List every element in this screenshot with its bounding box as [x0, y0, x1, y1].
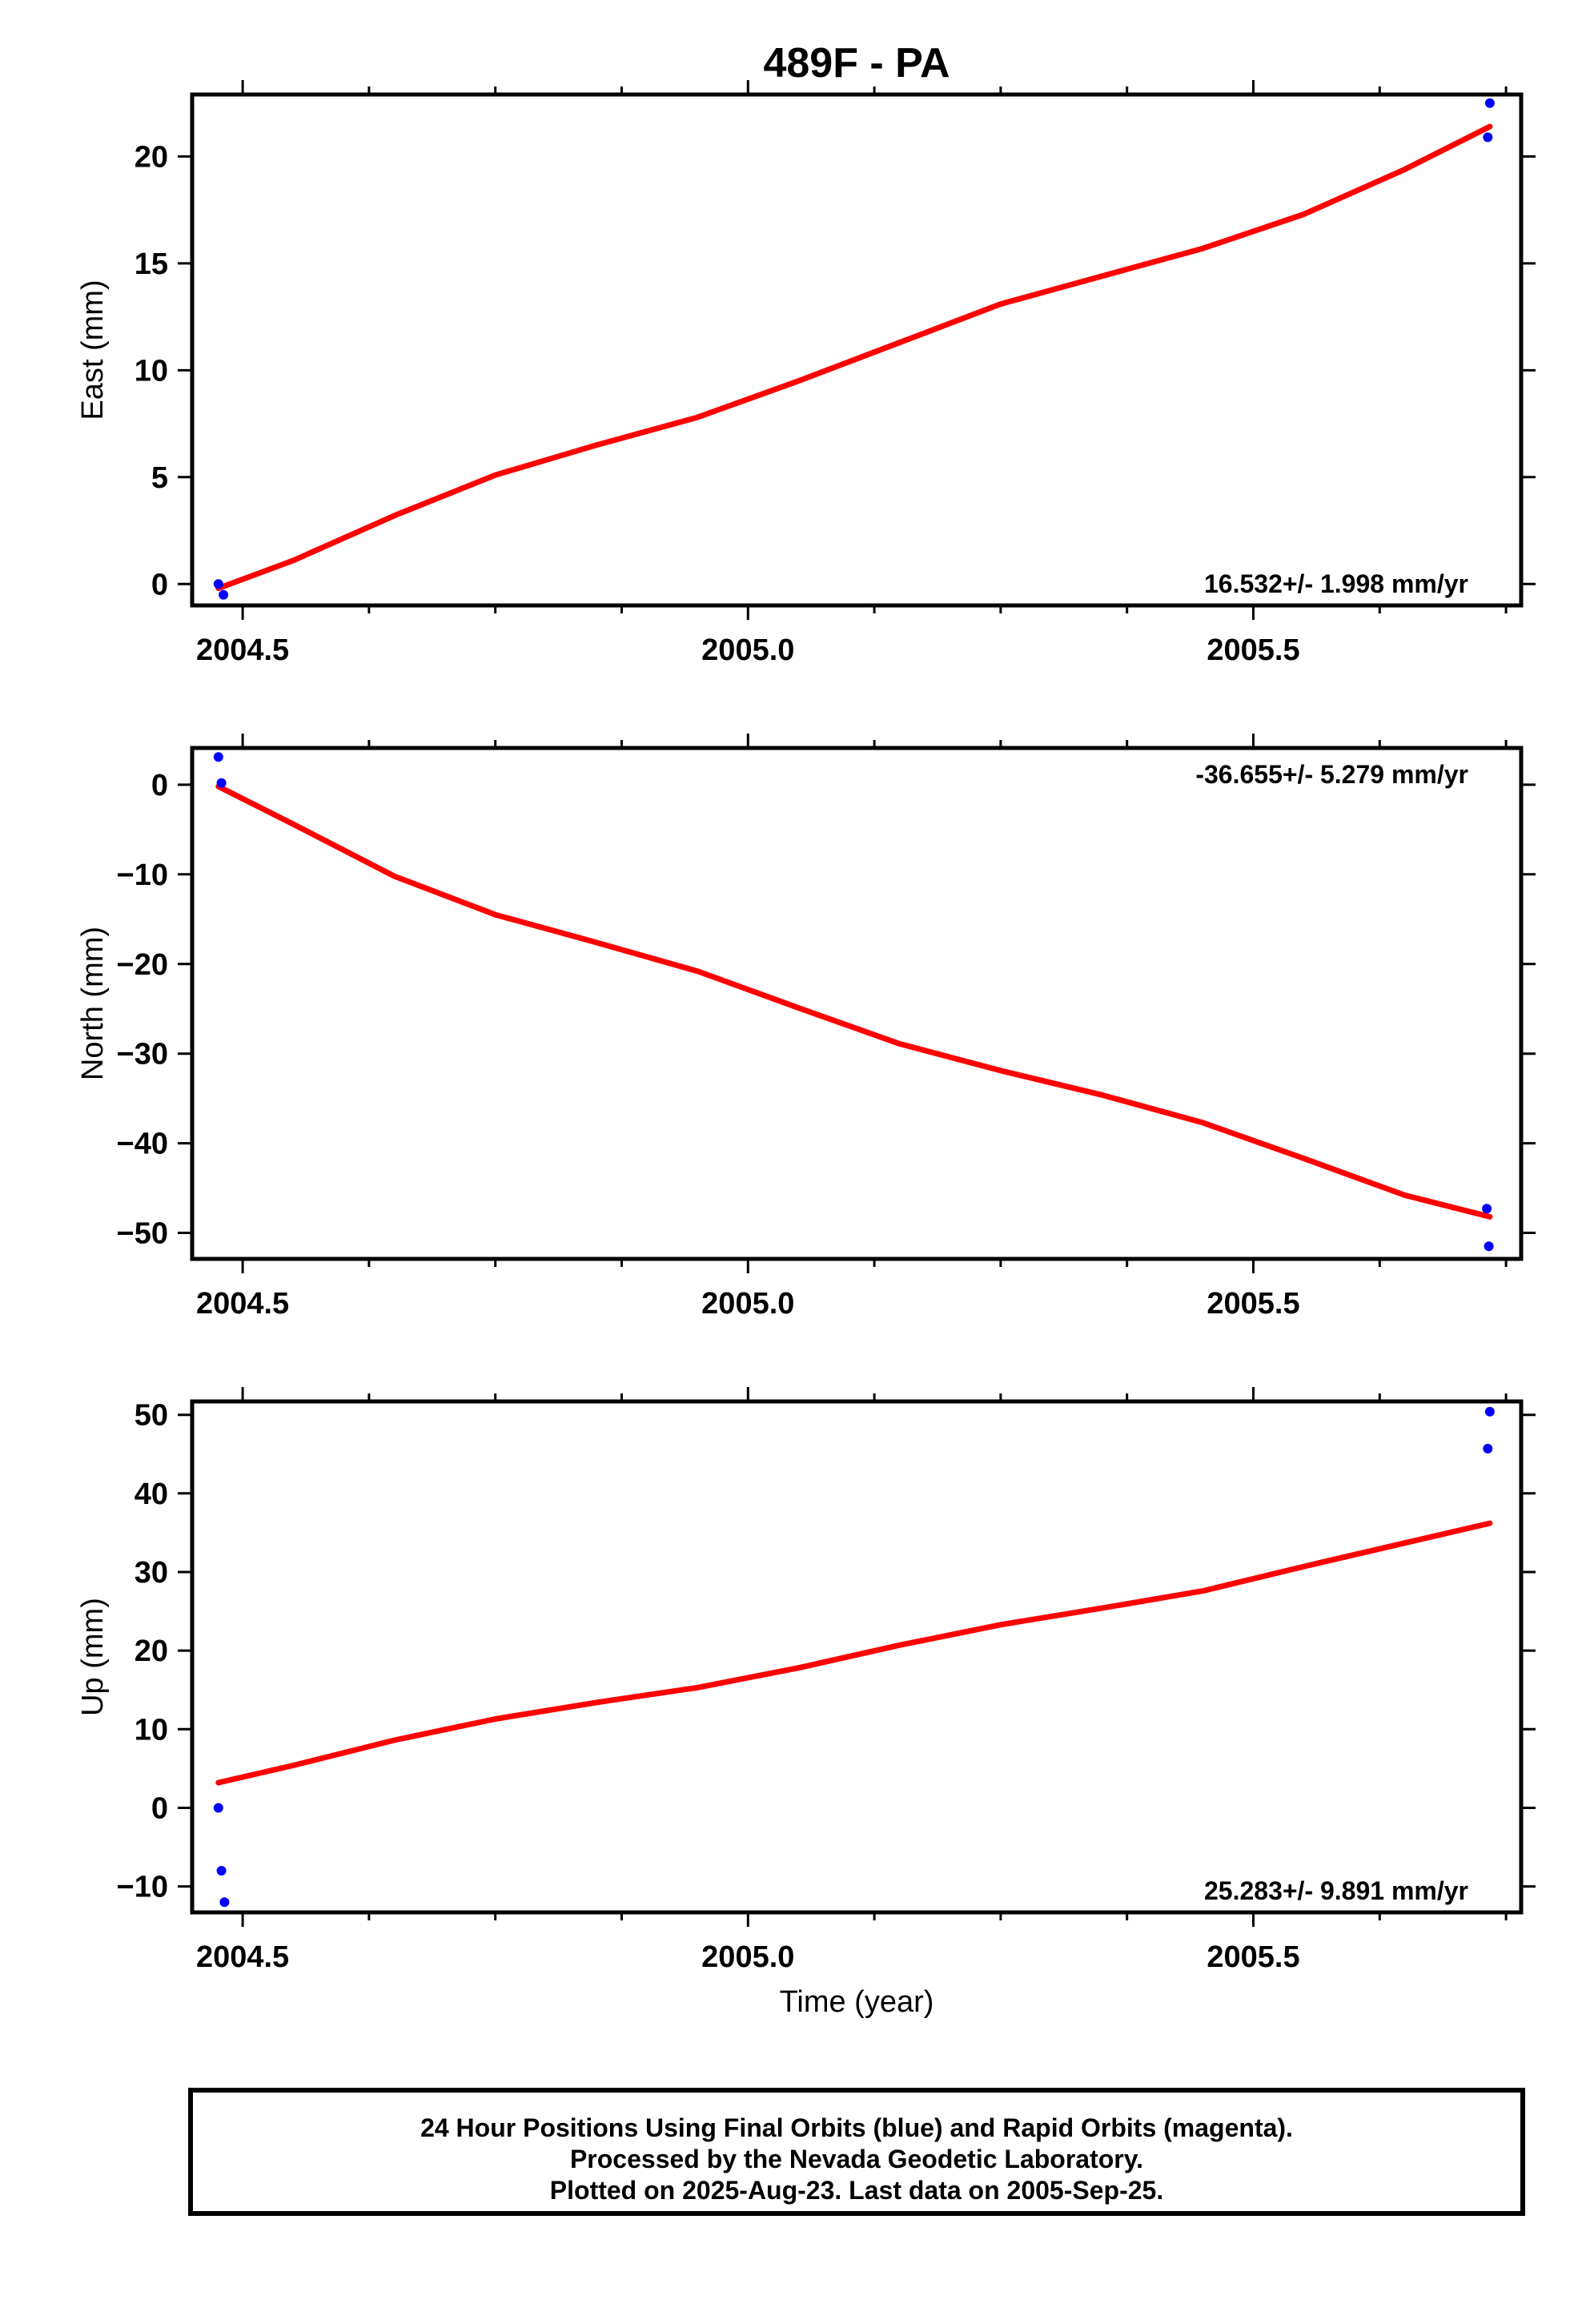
north-y-tick-label: 0 — [151, 769, 168, 802]
up-x-tick-label: 2005.0 — [701, 1940, 794, 1974]
up-data-point — [219, 1897, 230, 1908]
north-y-tick-label: −10 — [117, 858, 168, 892]
up-y-tick-label: 20 — [135, 1634, 168, 1668]
up-data-point — [216, 1866, 227, 1876]
east-y-tick-label: 0 — [151, 568, 168, 601]
east-plot-frame — [190, 92, 1524, 608]
up-y-tick-label: 10 — [135, 1713, 168, 1747]
north-rate-annotation: -36.655+/- 5.279 mm/yr — [1195, 760, 1468, 789]
east-x-tick-label: 2004.5 — [196, 633, 289, 667]
x-axis-label: Time (year) — [780, 1985, 934, 2019]
up-x-tick-label: 2004.5 — [196, 1940, 289, 1974]
north-x-tick-label: 2005.5 — [1207, 1287, 1299, 1321]
north-y-tick-label: −30 — [117, 1038, 168, 1072]
footer-line-3: Plotted on 2025-Aug-23. Last data on 200… — [550, 2176, 1163, 2205]
footer-frame — [188, 2088, 1525, 2216]
north-panel: 2004.5 2005.0 2005.5 0 −10 −20 −30 −40 −50 North … — [76, 734, 1536, 1321]
north-fit-line — [215, 783, 1493, 1220]
up-data-point — [213, 1803, 223, 1813]
east-fit-line — [215, 123, 1493, 592]
up-x-tick-label: 2005.5 — [1207, 1940, 1299, 1974]
north-plot-frame — [190, 746, 1524, 1261]
up-y-tick-label: 40 — [135, 1478, 168, 1511]
north-y-tick-label: −50 — [117, 1217, 168, 1251]
north-data-point — [213, 752, 223, 762]
north-data-point — [1482, 1204, 1492, 1214]
east-y-tick-label: 15 — [135, 247, 168, 281]
up-rate-annotation: 25.283+/- 9.891 mm/yr — [1204, 1876, 1468, 1905]
north-data-point — [1484, 1241, 1494, 1252]
east-y-axis-label: East (mm) — [76, 279, 110, 420]
up-plot-frame — [190, 1399, 1524, 1915]
up-y-tick-label: 50 — [135, 1399, 168, 1433]
east-data-point — [1484, 98, 1495, 108]
east-x-tick-label: 2005.0 — [701, 633, 794, 667]
footer-box: 24 Hour Positions Using Final Orbits (bl… — [188, 2088, 1525, 2216]
up-fit-line — [215, 1520, 1493, 1786]
north-data-point — [216, 778, 227, 788]
east-data-point — [219, 589, 229, 600]
up-y-tick-label: −10 — [117, 1871, 168, 1904]
up-y-axis-label: Up (mm) — [76, 1598, 110, 1716]
figure-title: 489F - PA — [763, 40, 950, 86]
footer-line-2: Processed by the Nevada Geodetic Laborat… — [570, 2145, 1143, 2173]
up-y-tick-label: 30 — [135, 1556, 168, 1590]
east-rate-annotation: 16.532+/- 1.998 mm/yr — [1204, 569, 1468, 598]
up-y-tick-label: 0 — [151, 1792, 168, 1826]
footer-line-1: 24 Hour Positions Using Final Orbits (bl… — [420, 2113, 1293, 2142]
north-y-axis-label: North (mm) — [76, 927, 110, 1080]
north-x-tick-label: 2005.0 — [701, 1287, 794, 1321]
east-data-point — [213, 579, 223, 589]
east-x-tick-label: 2005.5 — [1207, 633, 1299, 667]
east-data-point — [1483, 132, 1493, 143]
north-x-tick-label: 2004.5 — [196, 1287, 289, 1321]
north-y-tick-label: −40 — [117, 1128, 168, 1161]
east-y-tick-label: 5 — [151, 461, 168, 495]
east-y-tick-label: 20 — [135, 140, 168, 174]
east-y-tick-label: 10 — [135, 354, 168, 388]
east-panel: 2004.5 2005.0 2005.5 0 5 10 15 20 East (mm) 16.53… — [76, 80, 1536, 667]
up-data-point — [1483, 1443, 1493, 1454]
north-y-tick-label: −20 — [117, 948, 168, 982]
up-data-point — [1484, 1406, 1495, 1417]
up-panel: 2004.5 2005.0 2005.5 50 40 30 20 10 0 −10 Up (mm) 2… — [76, 1387, 1536, 1974]
